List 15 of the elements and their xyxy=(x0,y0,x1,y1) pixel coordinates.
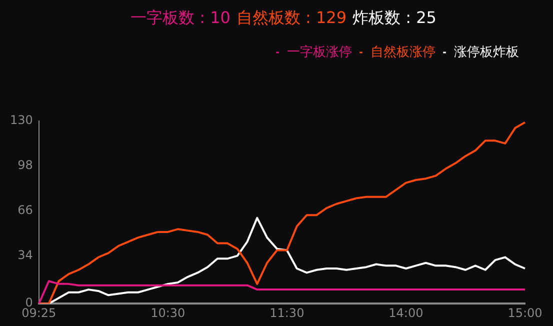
x-tick-label: 15:00 xyxy=(508,306,542,320)
legend-label: 涨停板炸板 xyxy=(454,44,519,60)
y-tick-label: 130 xyxy=(10,113,33,128)
y-tick-label: 34 xyxy=(18,248,33,262)
y-tick-label: 66 xyxy=(18,203,33,218)
legend-label: 一字板涨停 xyxy=(287,44,352,60)
text: 自然板数 : 129 xyxy=(236,8,347,27)
x-tick-label: 10:30 xyxy=(150,306,186,320)
x-tick-label: 09:25 xyxy=(22,306,56,320)
text: 炸板数 : 25 xyxy=(352,8,436,27)
x-tick-label: 14:00 xyxy=(388,306,424,320)
text: 一字板数 : 10 xyxy=(130,8,230,27)
x-tick-label: 11:30 xyxy=(270,306,304,320)
legend-label: 自然板涨停 xyxy=(370,44,436,60)
y-tick-label: 98 xyxy=(18,158,33,172)
